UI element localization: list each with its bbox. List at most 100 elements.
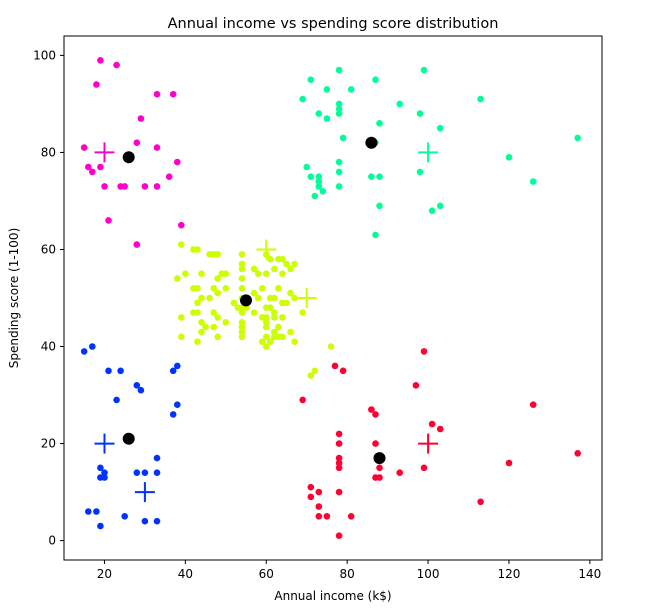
data-point-cluster-5 — [420, 464, 428, 472]
data-point-cluster-5 — [307, 483, 315, 491]
data-point-cluster-3 — [283, 260, 290, 268]
data-point-cluster-1 — [113, 61, 120, 69]
data-point-cluster-3 — [271, 265, 278, 273]
data-point-cluster-1 — [174, 158, 181, 166]
data-point-cluster-2 — [376, 202, 383, 210]
data-point-cluster-1 — [153, 183, 161, 190]
y-axis-label: Spending score (1-100) — [7, 228, 21, 369]
data-point-cluster-5 — [307, 493, 315, 501]
data-point-cluster-3 — [271, 333, 278, 341]
data-point-cluster-3 — [238, 319, 246, 326]
data-point-cluster-3 — [287, 265, 294, 273]
data-point-cluster-5 — [347, 513, 355, 520]
data-point-cluster-4 — [121, 513, 128, 520]
data-point-cluster-3 — [258, 285, 266, 292]
data-point-cluster-2 — [335, 100, 343, 108]
centroid-marker — [365, 136, 378, 149]
data-point-cluster-4 — [133, 382, 141, 389]
data-point-cluster-5 — [315, 513, 323, 520]
data-point-cluster-1 — [105, 217, 112, 224]
data-point-cluster-5 — [574, 450, 581, 457]
data-point-cluster-3 — [178, 314, 185, 321]
data-point-cluster-2 — [299, 95, 307, 103]
data-point-cluster-4 — [174, 401, 181, 409]
data-point-cluster-3 — [275, 323, 282, 331]
data-point-cluster-4 — [153, 454, 161, 462]
data-point-cluster-5 — [436, 425, 444, 433]
y-tick-label: 80 — [41, 145, 56, 159]
data-point-cluster-2 — [436, 124, 444, 132]
data-point-cluster-2 — [368, 173, 375, 180]
data-point-cluster-3 — [194, 309, 201, 316]
data-point-cluster-5 — [529, 401, 537, 409]
data-point-cluster-3 — [238, 265, 246, 273]
data-point-cluster-2 — [319, 188, 327, 195]
data-point-cluster-2 — [323, 115, 331, 122]
data-point-cluster-2 — [315, 183, 323, 190]
data-point-cluster-1 — [85, 163, 92, 171]
y-tick-label: 0 — [48, 534, 56, 548]
data-point-cluster-2 — [574, 134, 581, 142]
centroid-marker — [122, 151, 135, 164]
data-point-cluster-2 — [307, 173, 315, 180]
data-point-cluster-3 — [194, 246, 201, 253]
data-point-cluster-5 — [428, 420, 436, 428]
data-point-cluster-2 — [303, 163, 311, 171]
data-point-cluster-3 — [250, 265, 258, 273]
data-point-cluster-5 — [335, 532, 343, 539]
data-point-cluster-4 — [153, 517, 161, 525]
data-point-cluster-5 — [315, 488, 323, 496]
data-point-cluster-5 — [368, 406, 375, 413]
data-point-cluster-1 — [137, 115, 145, 122]
data-point-cluster-5 — [372, 440, 379, 447]
plot-area — [80, 57, 581, 539]
data-point-cluster-3 — [291, 294, 298, 302]
data-point-cluster-5 — [420, 348, 428, 355]
y-tick-label: 20 — [41, 437, 56, 451]
data-point-cluster-3 — [238, 333, 246, 341]
data-point-cluster-3 — [250, 309, 258, 316]
data-point-cluster-2 — [315, 173, 323, 180]
data-point-cluster-1 — [97, 57, 104, 64]
data-point-cluster-2 — [315, 110, 323, 117]
data-point-cluster-3 — [198, 294, 205, 302]
data-point-cluster-3 — [279, 255, 286, 263]
data-point-cluster-3 — [275, 285, 282, 292]
data-point-cluster-2 — [347, 86, 355, 93]
data-point-cluster-3 — [182, 270, 189, 278]
data-point-cluster-3 — [230, 299, 238, 307]
data-point-cluster-3 — [279, 314, 286, 321]
data-point-cluster-5 — [339, 367, 347, 375]
data-point-cluster-3 — [267, 255, 274, 263]
data-point-cluster-3 — [222, 270, 230, 278]
data-point-cluster-5 — [335, 459, 343, 467]
data-point-cluster-3 — [222, 319, 230, 326]
data-point-cluster-3 — [283, 299, 290, 307]
data-point-cluster-4 — [97, 474, 104, 481]
data-point-cluster-2 — [311, 192, 319, 200]
data-point-cluster-2 — [335, 105, 343, 113]
data-point-cluster-3 — [214, 289, 221, 297]
data-point-cluster-3 — [238, 323, 246, 331]
data-point-cluster-5 — [335, 430, 343, 438]
data-point-cluster-5 — [412, 382, 420, 389]
data-point-cluster-2 — [372, 76, 379, 83]
data-point-cluster-3 — [198, 328, 205, 336]
data-point-cluster-2 — [416, 110, 424, 117]
data-point-cluster-3 — [263, 333, 270, 341]
data-point-cluster-4 — [97, 522, 104, 530]
data-point-cluster-3 — [250, 289, 258, 297]
data-point-cluster-2 — [428, 207, 436, 214]
data-point-cluster-4 — [174, 362, 181, 370]
data-point-cluster-1 — [153, 144, 161, 151]
data-point-cluster-3 — [210, 309, 217, 316]
data-point-cluster-5 — [315, 503, 323, 510]
data-point-cluster-1 — [93, 81, 100, 88]
y-axis: 0 20 40 60 80 100 — [33, 48, 64, 548]
data-point-cluster-3 — [271, 314, 278, 321]
data-point-cluster-2 — [339, 134, 347, 142]
x-tick-label: 60 — [259, 567, 274, 581]
data-point-cluster-3 — [254, 294, 262, 302]
data-point-cluster-2 — [335, 168, 343, 176]
data-point-cluster-2 — [335, 66, 343, 74]
